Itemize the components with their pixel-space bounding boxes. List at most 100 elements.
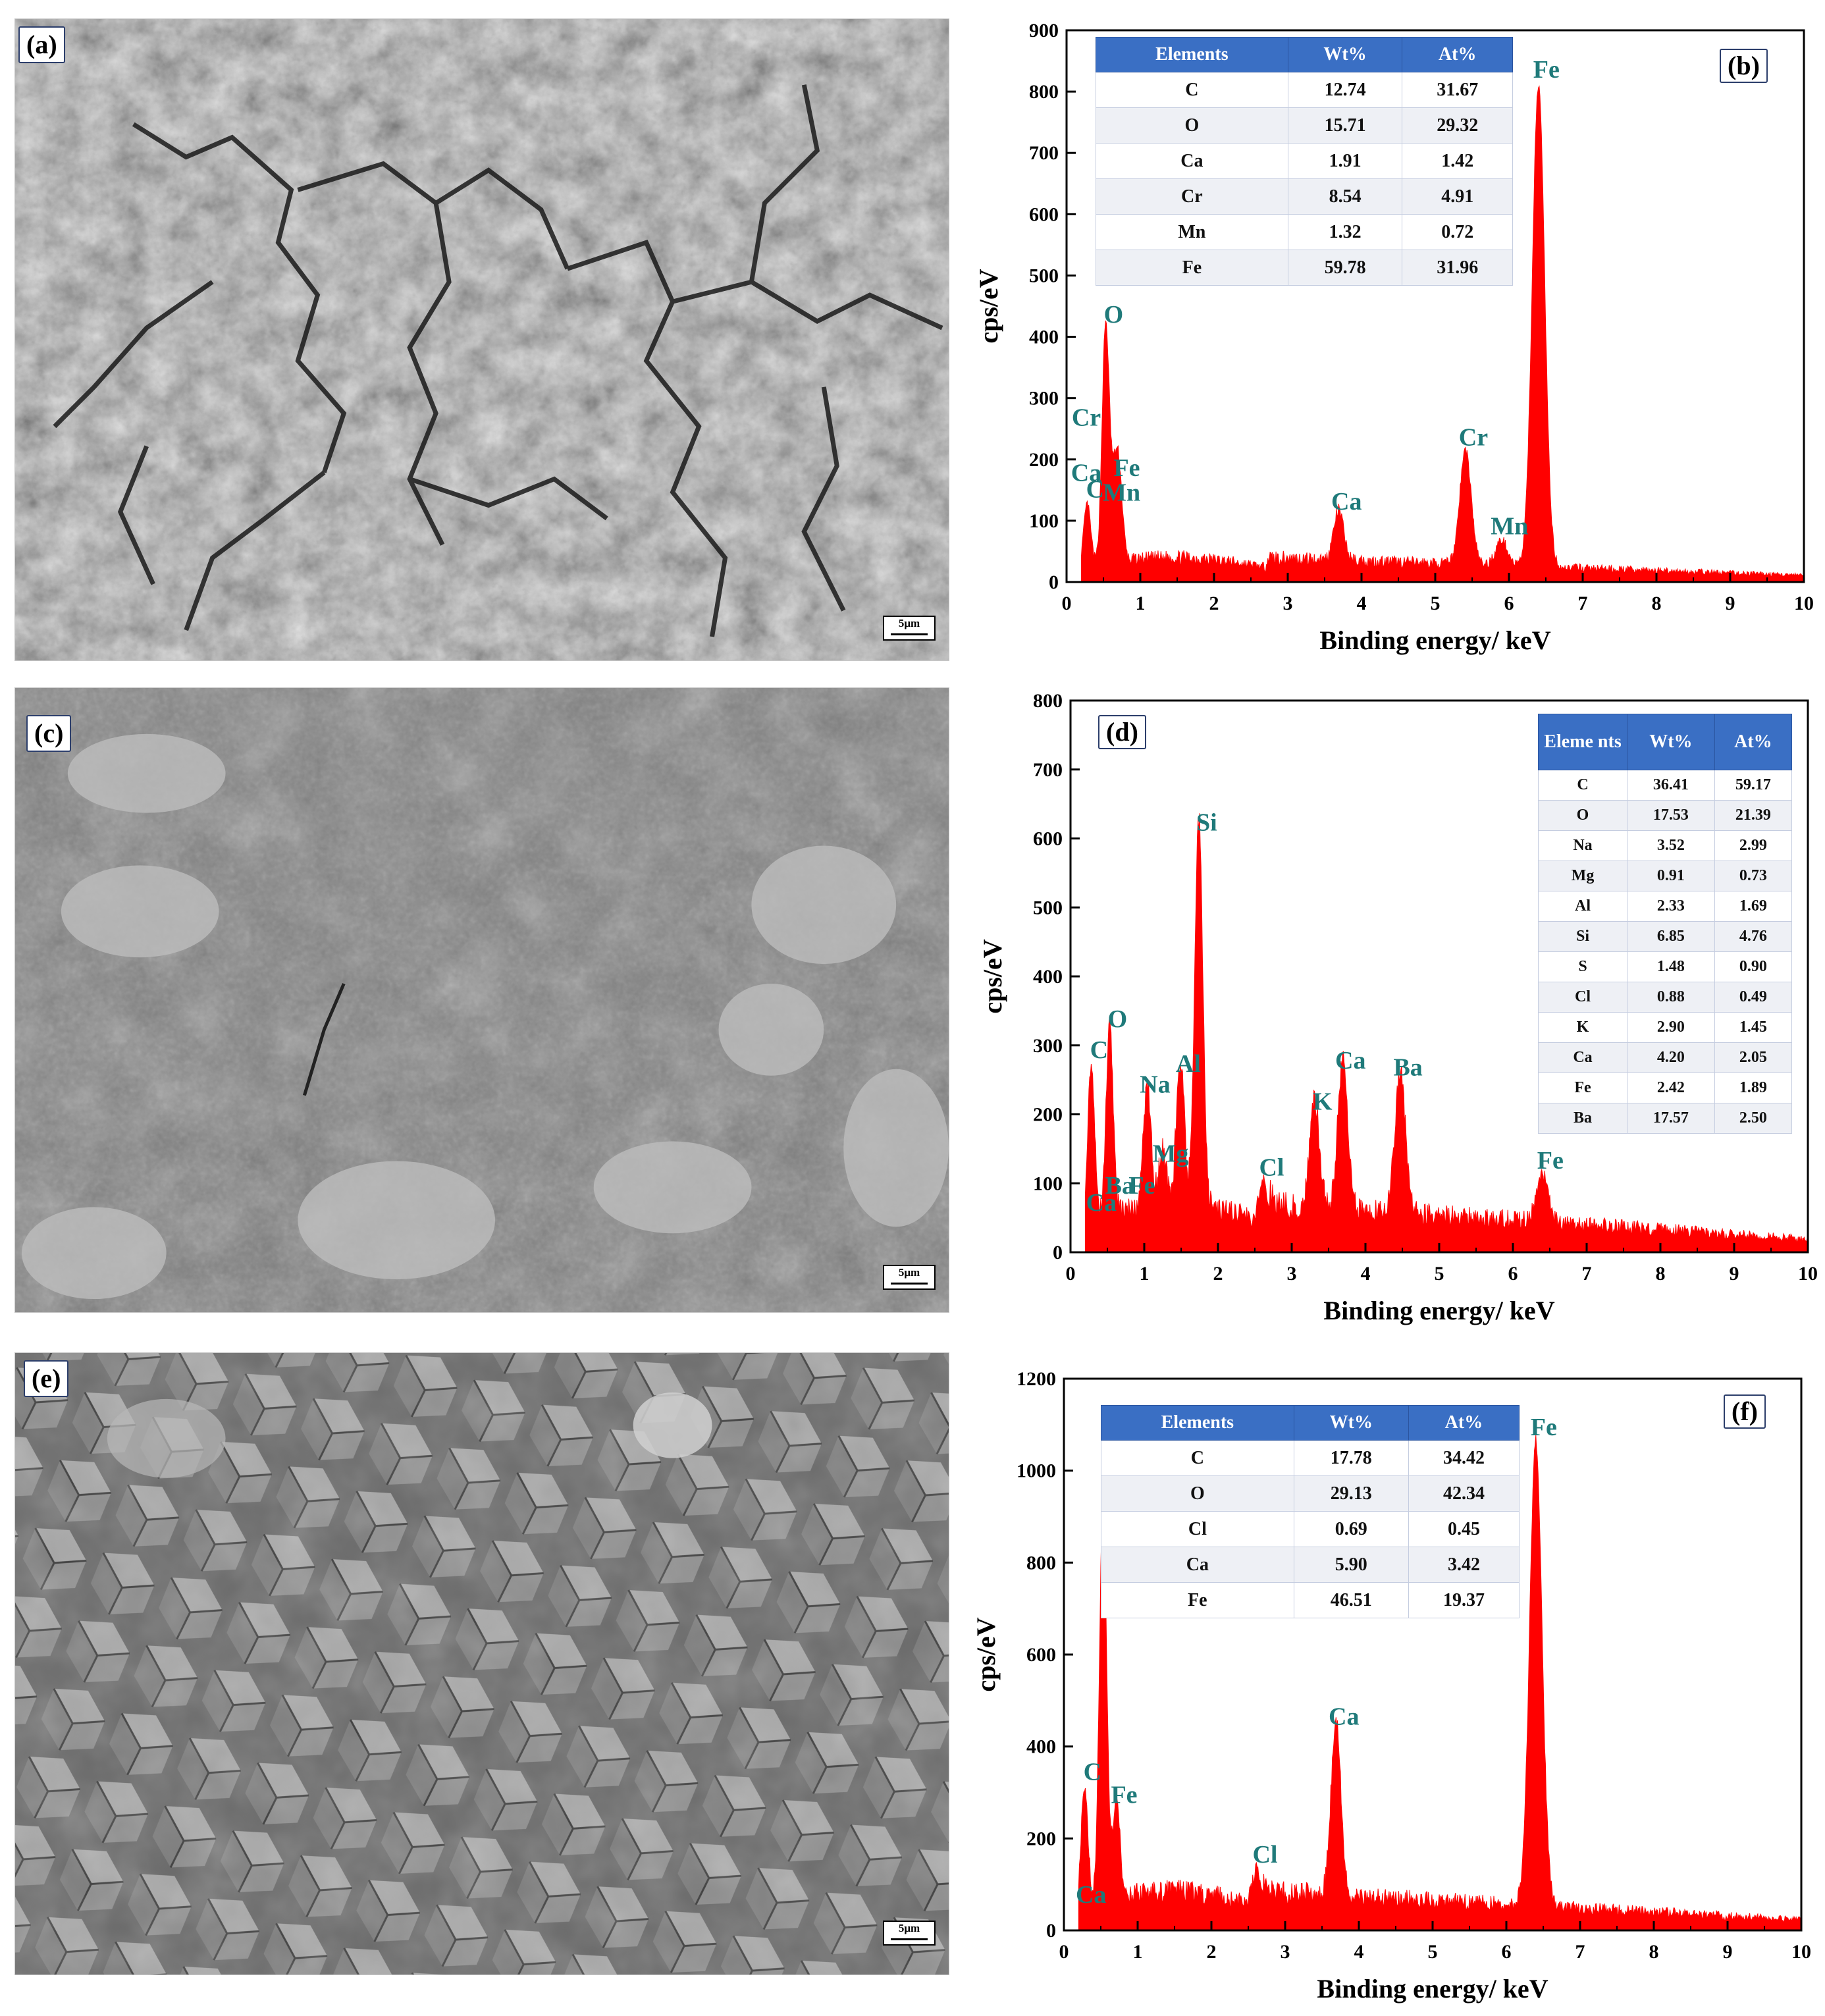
table-row: C 12.74 31.67 [1096, 72, 1513, 108]
table-cell: 42.34 [1408, 1475, 1520, 1512]
table-cell: 0.73 [1714, 861, 1793, 891]
x-tick-label: 4 [1361, 1263, 1371, 1285]
table-cell: 4.91 [1402, 178, 1513, 215]
table-cell: O [1538, 800, 1627, 831]
y-tick-label: 300 [1033, 1035, 1063, 1057]
peak-label: C [1086, 476, 1104, 504]
table-cell: 17.78 [1293, 1440, 1409, 1476]
peak-label: Fe [1128, 1172, 1155, 1200]
table-cell: 4.76 [1714, 921, 1793, 952]
peak-label: Fe [1531, 1414, 1557, 1441]
table-row: Fe 59.78 31.96 [1096, 250, 1513, 286]
x-tick-label: 4 [1357, 593, 1367, 614]
peak-label: K [1313, 1088, 1333, 1116]
y-tick-label: 800 [1026, 1552, 1056, 1574]
table-cell: 17.53 [1627, 800, 1715, 831]
table-cell: Fe [1538, 1073, 1627, 1103]
y-tick-label: 0 [1049, 571, 1059, 593]
table-row: Al 2.33 1.69 [1538, 891, 1793, 922]
peak-label: Fe [1111, 1781, 1137, 1809]
table-cell: 0.90 [1714, 951, 1793, 982]
x-tick-label: 7 [1578, 593, 1588, 614]
y-tick-label: 600 [1026, 1644, 1056, 1666]
table-cell: 59.17 [1714, 770, 1793, 801]
x-tick-label: 5 [1428, 1941, 1438, 1963]
table-cell: 1.48 [1627, 951, 1715, 982]
table-cell: Ba [1538, 1103, 1627, 1134]
peak-label: Mg [1153, 1140, 1189, 1167]
table-cell: 3.42 [1408, 1547, 1520, 1583]
x-tick-label: 1 [1136, 593, 1146, 614]
table-header: Wt% [1293, 1405, 1409, 1441]
table-cell: Al [1538, 891, 1627, 922]
x-tick-label: 1 [1140, 1263, 1150, 1285]
sem-image-e: 5μm [14, 1352, 949, 1975]
table-row: O 15.71 29.32 [1096, 107, 1513, 144]
x-tick-label: 0 [1066, 1263, 1076, 1285]
peak-label: O [1104, 301, 1124, 329]
table-row: O 17.53 21.39 [1538, 800, 1793, 831]
table-header: At% [1714, 714, 1793, 770]
table-header: Elements [1101, 1405, 1294, 1441]
peak-label: Al [1176, 1050, 1201, 1078]
element-table-b: Elements Wt% At% C 12.74 31.67 O 15.71 29.32 C… [1096, 37, 1513, 286]
peak-label: Cr [1072, 404, 1101, 432]
table-row: Ca 1.91 1.42 [1096, 143, 1513, 179]
scale-bar-label: 5μm [898, 1266, 920, 1279]
peak-label: O [1108, 1005, 1128, 1033]
table-cell: 1.42 [1402, 143, 1513, 179]
peak-label: C [1090, 1036, 1108, 1064]
scale-bar-label: 5μm [898, 1922, 920, 1934]
table-cell: 4.20 [1627, 1042, 1715, 1073]
table-cell: 1.89 [1714, 1073, 1793, 1103]
table-row: K 2.90 1.45 [1538, 1012, 1793, 1043]
table-cell: 0.45 [1408, 1511, 1520, 1547]
table-header: Wt% [1627, 714, 1715, 770]
table-cell: 36.41 [1627, 770, 1715, 801]
x-tick-label: 7 [1575, 1941, 1585, 1963]
x-tick-label: 10 [1791, 1941, 1811, 1963]
table-cell: 59.78 [1287, 250, 1403, 286]
eds-spectrum-d: 0 1 2 3 4 5 6 7 8 9 100100200300400500600700800Bin… [978, 690, 1818, 1325]
sem-texture-a [15, 19, 949, 660]
table-cell: 34.42 [1408, 1440, 1520, 1476]
table-row: Ca 4.20 2.05 [1538, 1042, 1793, 1073]
table-row: Fe 2.42 1.89 [1538, 1073, 1793, 1103]
y-tick-label: 100 [1029, 510, 1059, 532]
sem-texture-e [15, 1353, 949, 1975]
table-header: At% [1402, 37, 1513, 72]
panel-label-b: (b) [1720, 49, 1768, 83]
peak-label: Cl [1252, 1841, 1277, 1869]
panel-label-f: (f) [1724, 1394, 1766, 1429]
y-tick-label: 600 [1033, 828, 1063, 850]
x-tick-label: 9 [1723, 1941, 1733, 1963]
peak-label: Cl [1259, 1154, 1284, 1181]
scale-bar-c: 5μm [883, 1265, 936, 1290]
table-cell: Cl [1101, 1511, 1294, 1547]
peak-label: Ca [1331, 488, 1362, 516]
x-tick-label: 9 [1730, 1263, 1739, 1285]
table-cell: 15.71 [1287, 107, 1403, 144]
table-cell: 3.52 [1627, 830, 1715, 861]
table-header: Wt% [1287, 37, 1403, 72]
table-cell: 1.69 [1714, 891, 1793, 922]
table-cell: 2.90 [1627, 1012, 1715, 1043]
table-cell: K [1538, 1012, 1627, 1043]
scale-bar-line [891, 1283, 928, 1285]
scale-bar-line [891, 633, 928, 635]
y-axis-label: cps/eV [978, 939, 1007, 1013]
scale-bar-line [891, 1938, 928, 1940]
scale-bar-a: 5μm [883, 616, 936, 641]
y-tick-label: 200 [1026, 1828, 1056, 1849]
y-tick-label: 200 [1029, 449, 1059, 471]
x-tick-label: 6 [1504, 593, 1514, 614]
spectrum-area [1078, 1435, 1802, 1931]
table-cell: 0.49 [1714, 982, 1793, 1013]
y-tick-label: 400 [1026, 1736, 1056, 1758]
table-row: Cr 8.54 4.91 [1096, 178, 1513, 215]
table-cell: 17.57 [1627, 1103, 1715, 1134]
x-axis-label: Binding energy/ keV [1317, 1974, 1548, 2003]
table-cell: C [1096, 72, 1288, 108]
spectrum-area [1084, 813, 1809, 1253]
